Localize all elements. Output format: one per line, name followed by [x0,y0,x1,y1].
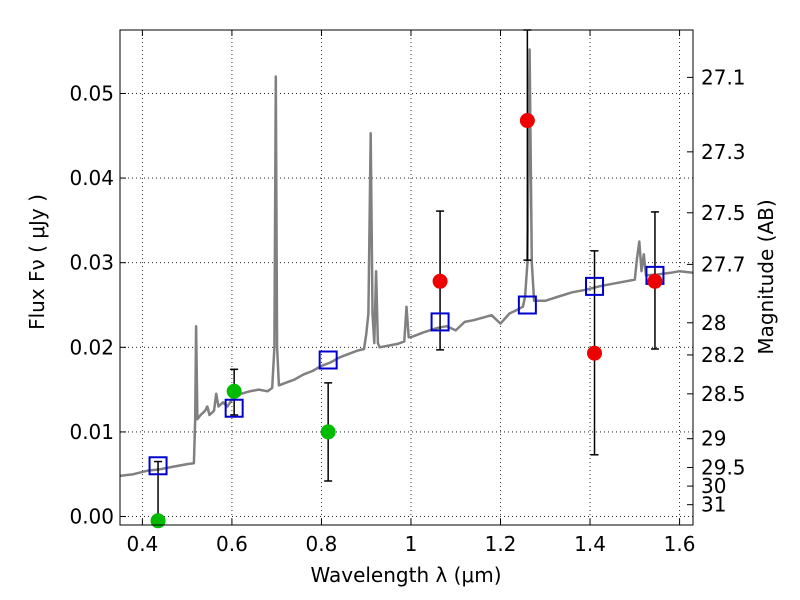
error-bars [154,29,659,518]
magnitude-tick-label: 28.2 [701,343,746,367]
y-tick-label: 0.04 [69,166,114,190]
model-photometry-square [148,456,168,476]
magnitude-tick-label: 28.5 [701,382,746,406]
red-data-point [647,273,663,289]
magnitude-tick-label: 29.5 [701,455,746,479]
x-axis-label: Wavelength λ (μm) [310,563,501,587]
model-spectrum-line [119,48,694,478]
magnitude-tick-label: 28 [701,311,726,335]
y-tick-label: 0.05 [69,81,114,105]
model-photometry-square [517,295,537,315]
x-tick-label: 1.6 [664,532,696,556]
x-tick-label: 0.4 [126,532,158,556]
model-photometry-square [318,350,338,370]
axis-ticks: 0.4 0.6 0.8 1 1.2 1.4 1.6 0.00 0.01 0.02 0.03 0.04 0… [69,30,746,556]
magnitude-tick-label: 30 [701,474,726,498]
magnitude-tick-label: 29 [701,427,726,451]
plot-frame [119,29,694,526]
grid-lines [120,30,693,525]
magnitude-tick-label: 27.1 [701,65,746,89]
model-spectrum [119,48,694,478]
model-photometry-square [224,398,244,418]
magnitude-tick-label: 27.7 [701,252,746,276]
green-data-point [226,383,242,399]
green-data-point [320,424,336,440]
red-data-point [432,273,448,289]
y-axis-label-right: Magnitude (AB) [754,199,778,354]
x-tick-label: 0.8 [306,532,338,556]
x-tick-label: 1 [405,532,418,556]
x-tick-label: 0.6 [216,532,248,556]
y-tick-label: 0.03 [69,251,114,275]
magnitude-tick-label: 27.3 [701,140,746,164]
magnitude-tick-label: 27.5 [701,201,746,225]
magnitude-tick-label: 31 [701,493,726,517]
y-tick-label: 0.01 [69,420,114,444]
x-tick-label: 1.2 [485,532,517,556]
y-axis-label-left: Flux Fν ( μJy ) [25,194,49,330]
red-data-point [587,345,603,361]
model-photometry-square [585,276,605,296]
x-tick-label: 1.4 [574,532,606,556]
model-photometry-square [430,312,450,332]
green-data-point [150,513,166,529]
red-data-point [519,113,535,129]
data-markers [148,113,665,529]
y-tick-label: 0.02 [69,335,114,359]
y-tick-label: 0.00 [69,505,114,529]
